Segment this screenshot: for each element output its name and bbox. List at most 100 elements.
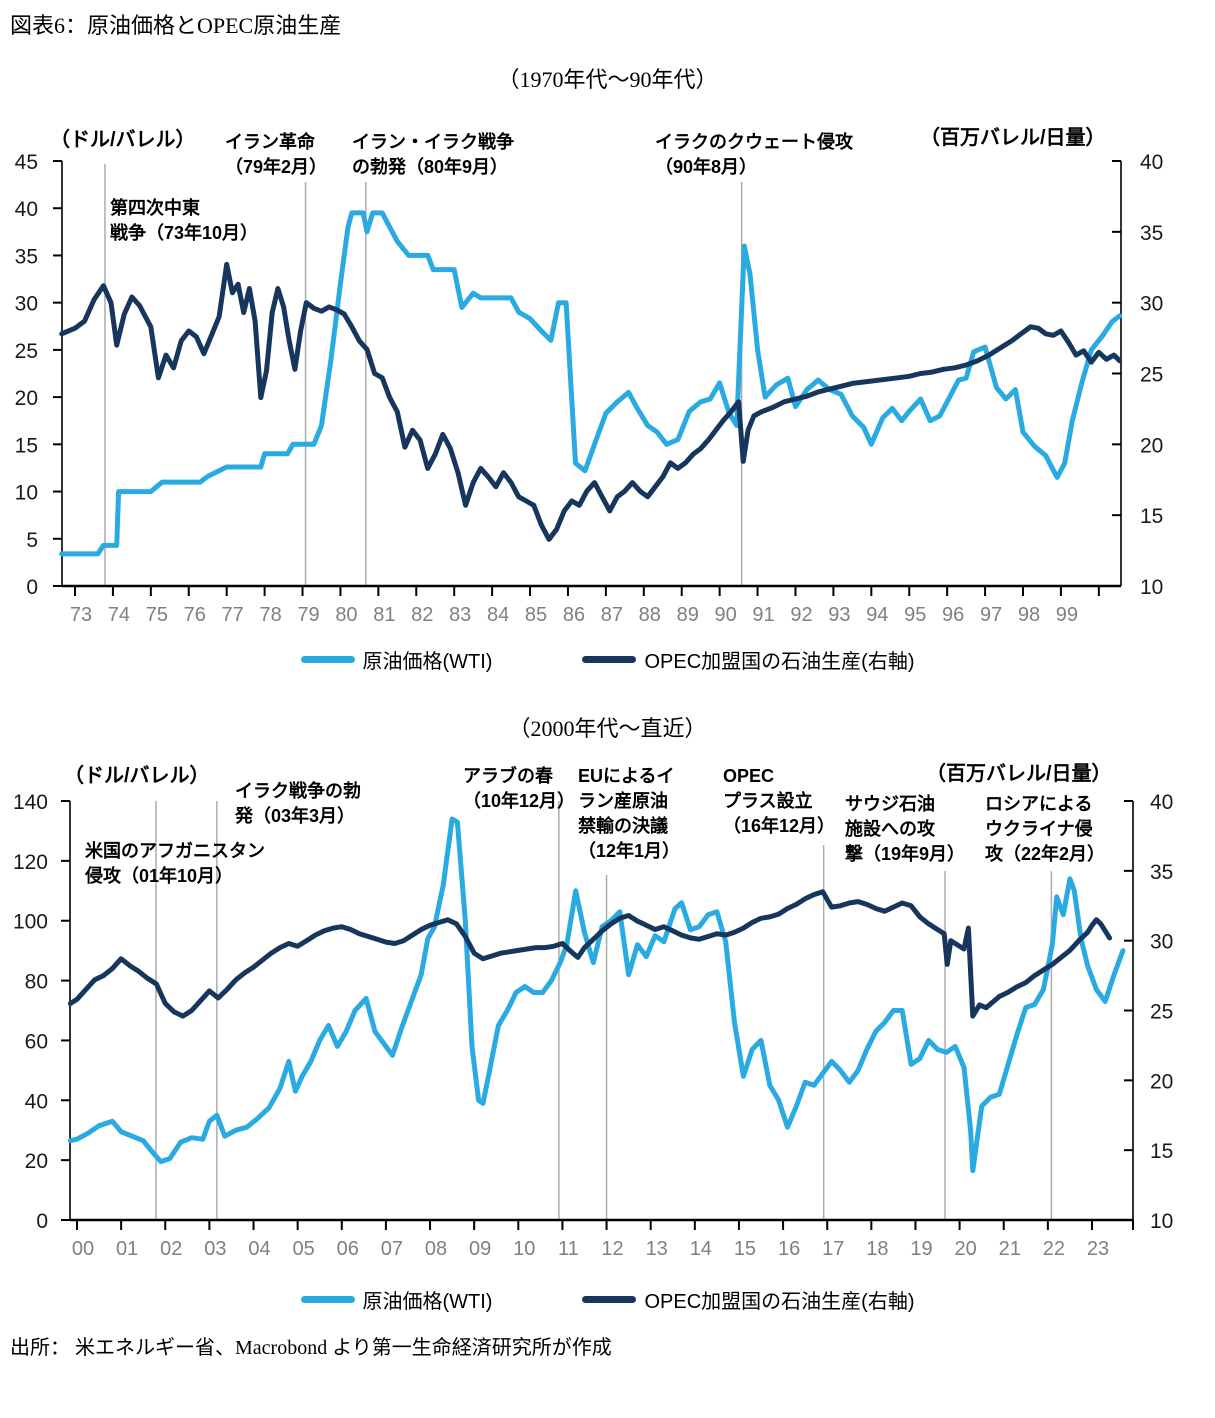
- chart-2-subtitle: （2000年代～直近）: [508, 716, 707, 741]
- right-axis-tick-label: 35: [1150, 861, 1173, 884]
- x-axis-year-label: 73: [70, 604, 92, 626]
- right-axis-tick-label: 40: [1150, 791, 1173, 814]
- right-axis-tick-label: 35: [1140, 222, 1163, 245]
- right-axis-unit-label: （百万バレル/日量）: [926, 762, 1112, 785]
- x-axis-year-label: 75: [146, 604, 168, 626]
- page-title: 図表6：原油価格とOPEC原油生産: [10, 13, 342, 38]
- annotation-label: アラブの春（10年12月）: [463, 765, 575, 811]
- x-axis-year-label: 19: [910, 1238, 932, 1260]
- opec-production-line: [67, 889, 1113, 1019]
- x-axis-year-label: 08: [425, 1238, 447, 1260]
- x-axis-year-label: 02: [160, 1238, 182, 1260]
- chart-1-legend: 原油価格(WTI) OPEC加盟国の石油生産(右軸): [0, 641, 1215, 677]
- chart-2-plot: 0 20 40 60 80 100 120 140 10 15 20 25 30 35 40 00 01 02 03…: [13, 762, 1173, 1260]
- x-axis-year-label: 23: [1087, 1238, 1109, 1260]
- left-axis-unit-label: （ドル/バレル）: [50, 128, 196, 151]
- x-axis-year-label: 79: [297, 604, 319, 626]
- x-axis-year-label: 98: [1018, 604, 1040, 626]
- opec-production-line: [59, 261, 1123, 542]
- right-axis-tick-label: 15: [1140, 505, 1163, 528]
- x-axis-year-label: 18: [866, 1238, 888, 1260]
- x-axis-year-label: 01: [116, 1238, 138, 1260]
- x-axis-year-label: 17: [822, 1238, 844, 1260]
- x-axis-year-label: 12: [601, 1238, 623, 1260]
- x-axis-year-label: 90: [715, 604, 737, 626]
- left-axis-tick-label: 35: [15, 245, 38, 268]
- x-axis-year-label: 95: [904, 604, 926, 626]
- chart-2-legend: 原油価格(WTI) OPEC加盟国の石油生産(右軸): [0, 1281, 1215, 1317]
- x-axis-year-label: 86: [563, 604, 585, 626]
- x-axis-year-label: 77: [222, 604, 244, 626]
- x-axis-year-label: 16: [778, 1238, 800, 1260]
- left-axis-tick-label: 120: [13, 851, 48, 874]
- annotation-label: サウジ石油施設への攻撃（19年9月）: [845, 793, 965, 864]
- x-axis-year-label: 92: [790, 604, 812, 626]
- x-axis-year-label: 10: [513, 1238, 535, 1260]
- annotation-label: 第四次中東戦争（73年10月）: [110, 197, 258, 243]
- right-axis-tick-label: 10: [1150, 1210, 1173, 1233]
- right-axis-tick-label: 30: [1150, 931, 1173, 954]
- x-axis-year-label: 00: [72, 1238, 94, 1260]
- left-axis-tick-label: 0: [26, 576, 38, 599]
- left-axis-tick-label: 45: [15, 151, 38, 174]
- x-axis-year-label: 93: [828, 604, 850, 626]
- x-axis-year-label: 13: [646, 1238, 668, 1260]
- chart-section-2000s: （2000年代～直近） 0 20 40 60 80 100 120 140 10 15 20 25 30…: [0, 711, 1215, 1317]
- wti-price-line: [67, 816, 1126, 1174]
- x-axis-year-label: 94: [866, 604, 888, 626]
- left-axis-tick-label: 100: [13, 911, 48, 934]
- left-axis-tick-label: 25: [15, 340, 38, 363]
- x-axis-year-label: 96: [942, 604, 964, 626]
- left-axis-tick-label: 10: [15, 482, 38, 505]
- legend-item-opec: OPEC加盟国の石油生産(右軸): [582, 645, 914, 674]
- left-axis-tick-label: 0: [36, 1210, 48, 1233]
- source-note: 出所： 米エネルギー省、Macrobond より第一生命経済研究所が作成: [10, 1337, 612, 1359]
- annotation-label: イラク戦争の勃発（03年3月）: [234, 780, 361, 826]
- annotation-label: ロシアによるウクライナ侵攻（22年2月）: [985, 794, 1105, 864]
- left-axis-tick-label: 40: [25, 1090, 48, 1113]
- right-axis-unit-label: （百万バレル/日量）: [920, 126, 1106, 149]
- left-axis-tick-label: 20: [25, 1150, 48, 1173]
- right-axis-tick-label: 15: [1150, 1140, 1173, 1163]
- x-axis-year-label: 15: [734, 1238, 756, 1260]
- x-axis-year-label: 07: [381, 1238, 403, 1260]
- legend-label-wti-2: 原油価格(WTI): [362, 1290, 493, 1313]
- legend-item-opec-2: OPEC加盟国の石油生産(右軸): [582, 1285, 914, 1314]
- annotation-label: OPEC プラス設立（16年12月）: [723, 766, 835, 836]
- legend-item-wti-2: 原油価格(WTI): [300, 1285, 493, 1314]
- left-axis-tick-label: 140: [13, 791, 48, 814]
- x-axis-year-label: 05: [293, 1238, 315, 1260]
- annotation-label: イラン・イラク戦争の勃発（80年9月）: [352, 131, 514, 177]
- x-axis-year-label: 03: [204, 1238, 226, 1260]
- x-axis-year-label: 85: [525, 604, 547, 626]
- x-axis-year-label: 22: [1043, 1238, 1065, 1260]
- annotation-label: イラン革命（79年2月）: [225, 131, 327, 177]
- chart-1-subtitle: （1970年代～90年代）: [497, 67, 718, 92]
- legend-label-opec: OPEC加盟国の石油生産(右軸): [644, 650, 915, 673]
- annotation-label: 米国のアフガニスタン侵攻（01年10月）: [84, 840, 265, 886]
- x-axis-year-label: 21: [999, 1238, 1021, 1260]
- wti-line-swatch-2: [300, 1295, 355, 1303]
- left-axis-tick-label: 5: [26, 529, 38, 552]
- x-axis-year-label: 20: [954, 1238, 976, 1260]
- x-axis-year-label: 99: [1056, 604, 1078, 626]
- chart-1-plot: 0 5 10 15 20 25 30 35 40 45 10 15 20 25 30 35 40 73 74 75 76…: [15, 126, 1164, 626]
- x-axis-year-label: 88: [639, 604, 661, 626]
- x-axis-year-label: 14: [690, 1238, 712, 1260]
- x-axis-year-label: 87: [601, 604, 623, 626]
- x-axis-year-label: 09: [469, 1238, 491, 1260]
- opec-line-swatch: [582, 655, 637, 663]
- left-axis-unit-label: （ドル/バレル）: [64, 764, 210, 787]
- right-axis-tick-label: 10: [1140, 576, 1163, 599]
- wti-line-swatch: [300, 655, 355, 663]
- left-axis-tick-label: 20: [15, 387, 38, 410]
- right-axis-tick-label: 20: [1140, 434, 1163, 457]
- right-axis-tick-label: 25: [1140, 364, 1163, 387]
- x-axis-year-label: 76: [184, 604, 206, 626]
- legend-item-wti: 原油価格(WTI): [300, 645, 492, 674]
- legend-label-opec-2: OPEC加盟国の石油生産(右軸): [644, 1290, 915, 1313]
- x-axis-year-label: 74: [108, 604, 130, 626]
- x-axis-year-label: 83: [449, 604, 471, 626]
- x-axis-year-label: 89: [677, 604, 699, 626]
- x-axis-year-label: 78: [259, 604, 281, 626]
